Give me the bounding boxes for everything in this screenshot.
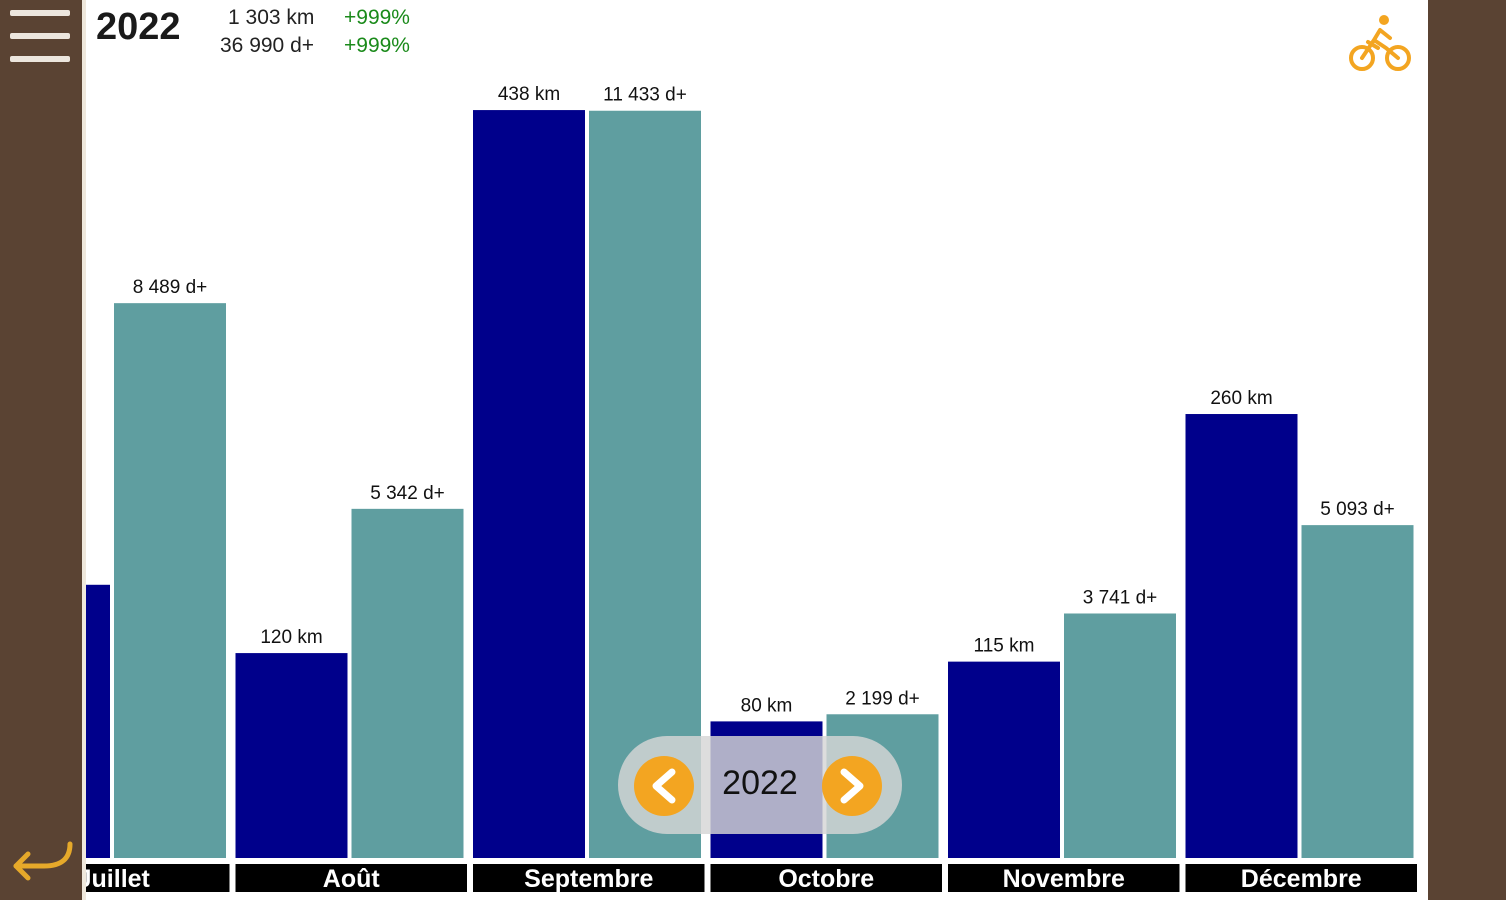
menu-icon[interactable]: [10, 10, 72, 66]
chevron-left-icon[interactable]: [634, 756, 694, 816]
year-nav-label: 2022: [722, 764, 798, 802]
month-label: Octobre: [778, 865, 874, 893]
bicycle-icon[interactable]: [1348, 12, 1414, 78]
distance-total: 1 303 km: [228, 6, 315, 29]
monthly-chart: Juillet 8 489 d+ Août 120 km 5 342 d+ Septemb…: [86, 84, 1417, 893]
month-label: Juillet: [86, 865, 151, 893]
chevron-right-icon[interactable]: [822, 756, 882, 816]
back-arrow-icon[interactable]: [6, 834, 78, 884]
month-label: Septembre: [524, 865, 653, 893]
distance-data-label: 260 km: [1210, 388, 1272, 409]
elevation-bar: [589, 110, 701, 858]
month-label-bg: [235, 864, 467, 892]
page-title: 2022: [96, 6, 181, 48]
distance-bar: [473, 110, 585, 859]
month-label: Décembre: [1241, 865, 1362, 893]
right-rail: [1428, 0, 1506, 900]
distance-data-label: 115 km: [974, 636, 1035, 657]
month-label: Août: [323, 865, 381, 893]
month-label-bg: [710, 864, 942, 892]
left-rail: [0, 0, 82, 900]
elevation-bar: [351, 508, 464, 858]
elevation-bar: [1301, 525, 1414, 858]
month-label-bg: [1185, 864, 1417, 892]
elevation-data-label: 5 093 d+: [1320, 499, 1395, 520]
distance-data-label: 80 km: [741, 695, 793, 716]
chart-panel: Juillet 8 489 d+ Août 120 km 5 342 d+ Septemb…: [82, 0, 1428, 900]
elevation-data-label: 8 489 d+: [133, 277, 208, 298]
distance-change: +999%: [344, 6, 410, 29]
elevation-bar: [1064, 613, 1176, 858]
elevation-change: +999%: [344, 34, 410, 57]
distance-bar: [86, 584, 110, 858]
month-label: Novembre: [1003, 865, 1125, 893]
distance-data-label: 438 km: [498, 84, 560, 105]
elevation-data-label: 5 342 d+: [370, 483, 445, 504]
elevation-total: 36 990 d+: [220, 34, 315, 57]
month-label-bg: [948, 864, 1180, 892]
elevation-data-label: 11 433 d+: [603, 85, 687, 106]
distance-bar: [1185, 414, 1298, 858]
month-label-bg: [86, 864, 230, 892]
elevation-data-label: 3 741 d+: [1083, 587, 1158, 608]
distance-bar: [948, 661, 1060, 858]
year-navigator: 2022: [618, 736, 902, 834]
elevation-data-label: 2 199 d+: [845, 688, 920, 709]
distance-data-label: 120 km: [260, 627, 322, 648]
distance-bar: [235, 653, 348, 858]
elevation-bar: [114, 303, 226, 859]
month-label-bg: [473, 864, 705, 892]
